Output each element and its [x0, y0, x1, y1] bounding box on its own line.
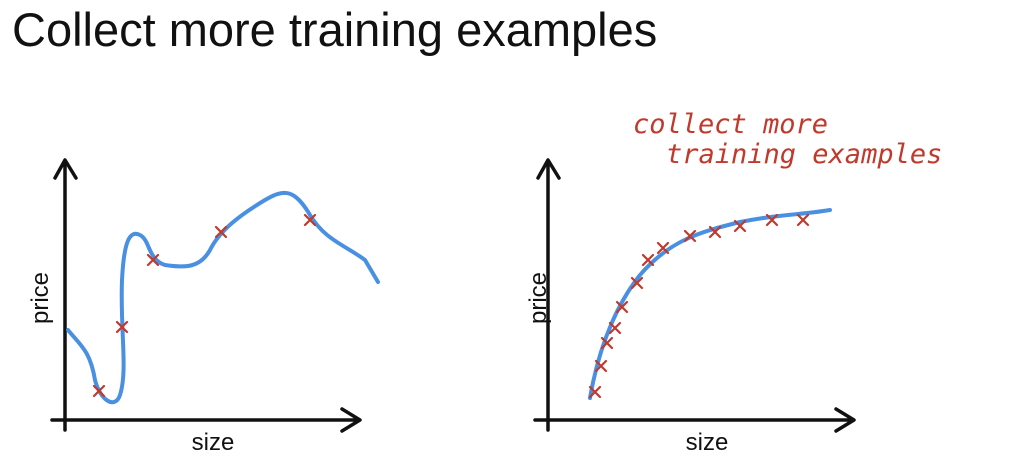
fit-curve: [588, 208, 832, 400]
x-axis: [533, 407, 856, 433]
training-example: [708, 225, 722, 239]
x-axis: [50, 407, 362, 433]
training-example: [683, 229, 697, 243]
y-axis: [536, 158, 561, 432]
training-example: [641, 253, 655, 267]
training-example: [630, 276, 644, 290]
training-example: [608, 321, 622, 335]
training-example: [214, 225, 228, 239]
training-example: [615, 300, 629, 314]
training-example: [765, 213, 779, 227]
training-example: [115, 320, 129, 334]
training-example: [600, 336, 614, 350]
x-label: size: [686, 429, 729, 456]
training-example: [796, 213, 810, 227]
overfit-curve: [66, 190, 380, 405]
y-label: price: [525, 272, 552, 324]
training-example: [146, 253, 160, 267]
x-label: size: [192, 429, 235, 456]
training-example: [594, 359, 608, 373]
left-plot: size price: [27, 158, 380, 456]
training-example: [733, 219, 747, 233]
slide-title: Collect more training examples: [12, 3, 657, 56]
training-example: [303, 213, 317, 227]
y-label: price: [27, 272, 54, 324]
annotation: collect more: [633, 109, 828, 140]
right-plot: size price collect more training example…: [525, 109, 942, 456]
training-example: [92, 384, 106, 398]
annotation: training examples: [666, 139, 942, 170]
training-example: [656, 241, 670, 255]
y-axis: [53, 158, 78, 432]
training-example: [588, 385, 602, 399]
